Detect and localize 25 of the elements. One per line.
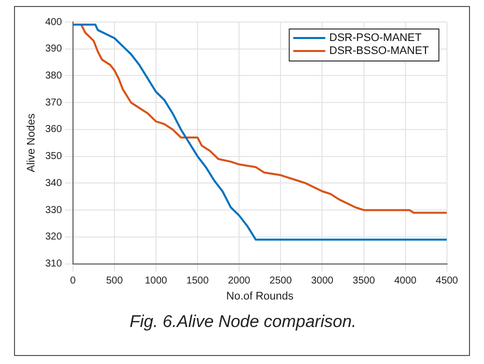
caption: Fig. 6.Alive Node comparison. — [128, 312, 358, 332]
y-tick-label: 340 — [45, 178, 62, 189]
x-tick-label: 500 — [106, 276, 124, 287]
x-tick-label: 4000 — [394, 276, 417, 287]
x-tick-label: 4500 — [436, 276, 458, 287]
y-tick-label: 380 — [45, 70, 62, 82]
x-tick-label: 3500 — [352, 276, 376, 287]
y-tick-label: 350 — [45, 151, 62, 162]
legend-label: DSR-BSSO-MANET — [329, 45, 430, 58]
y-tick-label: 310 — [45, 258, 62, 270]
y-tick-label: 320 — [45, 232, 62, 243]
x-tick-label: 0 — [70, 276, 76, 287]
x-tick-label: 1000 — [144, 276, 168, 287]
legend-label: DSR-PSO-MANET — [329, 32, 422, 44]
x-tick-label: 3000 — [311, 276, 334, 287]
y-tick-label: 390 — [45, 44, 62, 55]
x-tick-label: 1500 — [186, 276, 210, 287]
x-tick-label: 2500 — [270, 276, 292, 287]
y-tick-label: 330 — [45, 204, 62, 216]
y-tick-label: 370 — [45, 97, 62, 108]
x-tick-label: 2000 — [228, 276, 251, 287]
y-tick-label: 400 — [45, 16, 62, 28]
y-tick-label: 360 — [45, 124, 62, 136]
x-axis-title: No.of Rounds — [226, 290, 294, 302]
y-axis-title: Alive Nodes — [26, 113, 38, 172]
